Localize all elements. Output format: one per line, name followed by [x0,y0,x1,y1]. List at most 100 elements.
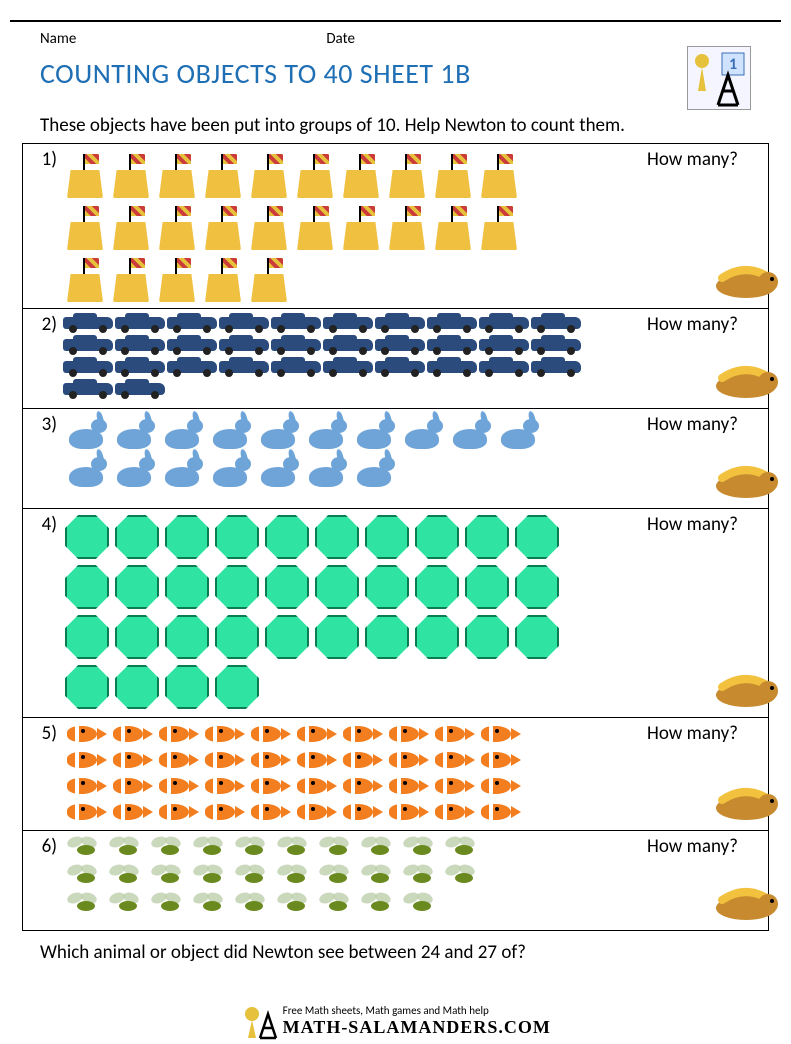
salamander-icon [712,456,780,500]
fish-icon [109,722,153,746]
fish-icon [339,748,383,772]
car-icon [375,357,425,377]
fish-icon [431,748,475,772]
sandcastle-icon [385,200,429,250]
brand-logo: 1 [687,46,751,110]
fly-icon [357,863,397,889]
car-icon [323,335,373,355]
octagon-icon [113,563,161,611]
octagon-icon [363,613,411,661]
octagon-icon [313,563,361,611]
sandcastle-icon [247,200,291,250]
fish-icon [293,722,337,746]
how-many-prompt: How many? [647,148,738,171]
sandcastle-icon [109,148,153,198]
rabbit-icon [159,451,205,487]
car-icon [115,379,165,399]
object-row [63,252,768,302]
sandcastle-icon [63,200,107,250]
fish-icon [201,748,245,772]
octagon-icon [213,613,261,661]
octagon-icon [63,663,111,711]
fish-icon [431,800,475,824]
octagon-icon [513,563,561,611]
car-icon [375,335,425,355]
instructions-text: These objects have been put into groups … [10,110,781,143]
octagon-icon [113,613,161,661]
sandcastle-icon [385,148,429,198]
octagon-icon [463,513,511,561]
car-icon [63,313,113,333]
rabbit-icon [351,451,397,487]
car-icon [271,313,321,333]
fish-icon [201,774,245,798]
problem-row: 2) How many? [23,309,768,409]
octagon-icon [213,663,261,711]
date-label: Date [326,30,355,48]
car-icon [271,357,321,377]
sandcastle-icon [109,200,153,250]
car-icon [323,313,373,333]
fish-icon [109,748,153,772]
octagon-icon [163,613,211,661]
fly-icon [63,891,103,917]
how-many-prompt: How many? [647,313,738,336]
problem-number: 1) [23,144,63,308]
fly-icon [399,891,439,917]
fly-icon [147,835,187,861]
fish-icon [385,722,429,746]
octagon-icon [213,513,261,561]
car-icon [63,335,113,355]
object-row [63,357,768,377]
bottom-question: Which animal or object did Newton see be… [10,931,781,974]
octagon-icon [513,513,561,561]
problem-row: 3)How many? [23,409,768,509]
fly-icon [63,863,103,889]
salamander-icon [712,665,780,709]
rabbit-icon [207,451,253,487]
fish-icon [339,800,383,824]
car-icon [479,313,529,333]
rabbit-icon [351,413,397,449]
octagon-icon [263,563,311,611]
car-icon [427,357,477,377]
fish-icon [247,800,291,824]
how-many-prompt: How many? [647,413,738,436]
car-icon [167,357,217,377]
fish-icon [477,800,521,824]
problem-number: 2) [23,309,63,408]
fish-icon [293,748,337,772]
fly-icon [147,891,187,917]
problem-number: 6) [23,831,63,930]
car-icon [531,313,581,333]
fish-icon [63,774,107,798]
fish-icon [247,774,291,798]
octagon-icon [163,513,211,561]
sandcastle-icon [201,252,245,302]
sandcastle-icon [63,252,107,302]
fly-icon [231,863,271,889]
fly-icon [273,835,313,861]
car-icon [219,313,269,333]
fly-icon [441,863,481,889]
octagon-icon [313,513,361,561]
rabbit-icon [255,413,301,449]
sandcastle-icon [477,200,521,250]
car-icon [479,335,529,355]
object-row [63,613,768,661]
sandcastle-icon [339,200,383,250]
problem-row: 5) How many? [23,718,768,831]
fly-icon [189,835,229,861]
problem-number: 5) [23,718,63,830]
octagon-icon [413,563,461,611]
octagon-icon [213,563,261,611]
fish-icon [385,774,429,798]
salamander-icon [712,356,780,400]
fish-icon [63,748,107,772]
car-icon [323,357,373,377]
fish-icon [477,748,521,772]
rabbit-icon [447,413,493,449]
how-many-prompt: How many? [647,722,738,745]
fly-icon [273,891,313,917]
sandcastle-icon [201,200,245,250]
